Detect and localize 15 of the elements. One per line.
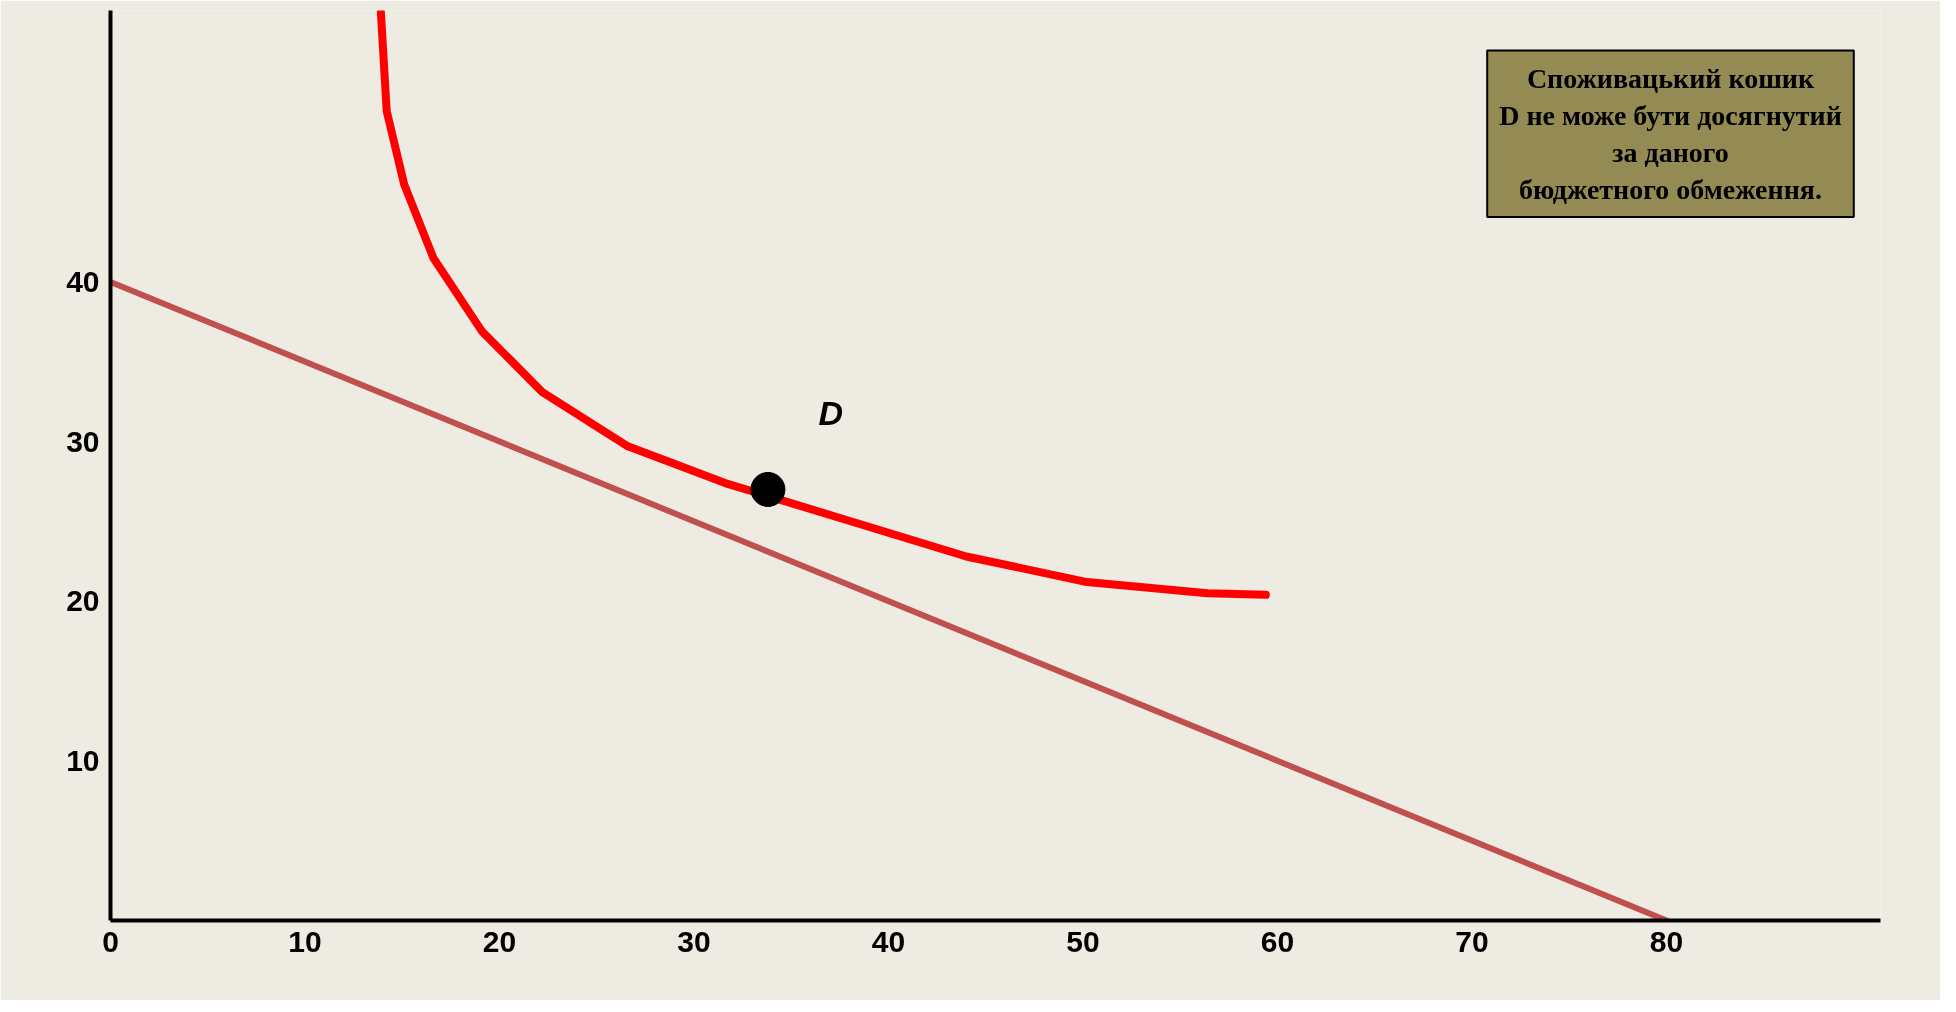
annotation: Споживацький кошик D не може бути досягнутий за даного бюджетного обмеження. [1499,62,1842,206]
y-tick-label: 20 [66,584,100,618]
y-tick-label: 10 [66,743,100,777]
series-label: D [818,393,844,432]
x-tick-label: 0 [102,924,119,958]
x-tick-label: 60 [1260,924,1295,958]
x-tick-label: 30 [677,924,711,958]
y-tick-label: 40 [66,264,100,298]
x-tick-label: 80 [1649,924,1684,958]
x-tick-label: 50 [1066,924,1100,958]
y-tick-label: 30 [66,424,100,458]
x-tick-label: 20 [482,924,517,958]
x-tick-label: 40 [871,924,906,958]
x-tick-label: 10 [288,924,322,958]
x-tick-label: 70 [1455,924,1489,958]
